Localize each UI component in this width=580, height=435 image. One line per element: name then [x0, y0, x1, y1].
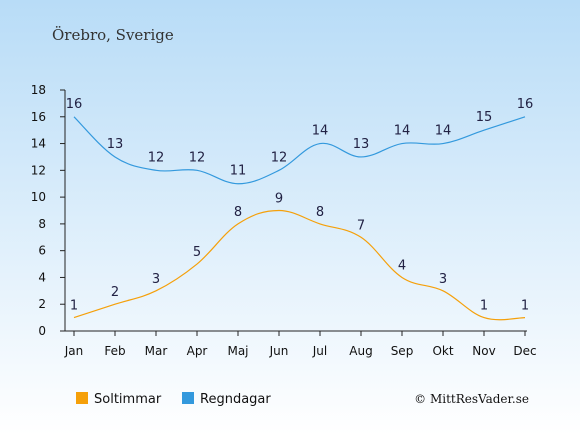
data-label-soltimmar: 5 [193, 245, 201, 260]
y-tick-label: 12 [31, 163, 46, 177]
data-label-soltimmar: 4 [398, 258, 406, 273]
series-line-soltimmar [73, 209, 526, 321]
data-label-soltimmar: 1 [521, 299, 529, 314]
y-tick-group: 0 2 4 6 8 10 12 14 16 18 [31, 83, 65, 338]
data-label-regndagar: 14 [435, 124, 452, 139]
data-label-regndagar: 16 [517, 97, 534, 112]
legend-label-regndagar: Regndagar [200, 392, 271, 407]
legend-swatch-regndagar [182, 392, 194, 404]
y-tick-label: 14 [31, 137, 46, 151]
data-label-soltimmar: 1 [480, 299, 488, 314]
data-label-soltimmar: 3 [152, 272, 160, 287]
x-tick-label: Nov [472, 344, 495, 358]
legend-swatch-soltimmar [76, 392, 88, 404]
series-lines [73, 116, 526, 321]
x-tick-label: Feb [104, 344, 125, 358]
y-tick-label: 8 [38, 217, 46, 231]
x-tick-label: Maj [227, 344, 248, 358]
data-label-regndagar: 14 [312, 124, 329, 139]
x-tick-label: Jul [312, 344, 327, 358]
y-tick-label: 0 [38, 324, 46, 338]
data-label-regndagar: 13 [353, 137, 370, 152]
data-label-regndagar: 16 [66, 97, 83, 112]
y-tick-label: 18 [31, 83, 46, 97]
x-tick-label: Mar [145, 344, 168, 358]
x-tick-label: Jan [64, 344, 84, 358]
y-tick-label: 6 [38, 244, 46, 258]
x-tick-label: Apr [187, 344, 208, 358]
data-label-soltimmar: 1 [70, 299, 78, 314]
x-tick-label: Aug [349, 344, 372, 358]
y-tick-label: 10 [31, 190, 46, 204]
x-tick-group: Jan Feb Mar Apr Maj Jun Jul Aug Sep Okt Nov Dec [64, 331, 537, 358]
x-tick-label: Dec [513, 344, 536, 358]
data-label-regndagar: 13 [107, 137, 124, 152]
credit-text: © MittResVader.se [414, 392, 529, 406]
data-label-regndagar: 12 [189, 150, 206, 165]
data-label-soltimmar: 8 [316, 205, 324, 220]
data-label-soltimmar: 2 [111, 285, 119, 300]
y-tick-label: 2 [38, 297, 46, 311]
legend-label-soltimmar: Soltimmar [94, 392, 162, 407]
data-label-regndagar: 14 [394, 124, 411, 139]
data-label-regndagar: 12 [148, 150, 165, 165]
series-line-regndagar [73, 116, 526, 185]
legend: Soltimmar Regndagar [76, 392, 271, 407]
y-tick-label: 4 [38, 270, 46, 284]
chart-title: Örebro, Sverige [52, 26, 174, 44]
data-label-soltimmar: 9 [275, 192, 283, 207]
data-label-soltimmar: 8 [234, 205, 242, 220]
x-tick-label: Jun [269, 344, 289, 358]
x-tick-label: Sep [391, 344, 414, 358]
data-label-regndagar: 15 [476, 110, 493, 125]
data-label-regndagar: 11 [230, 164, 247, 179]
data-label-soltimmar: 3 [439, 272, 447, 287]
x-tick-label: Okt [432, 344, 453, 358]
data-label-soltimmar: 7 [357, 218, 365, 233]
data-label-regndagar: 12 [271, 150, 288, 165]
y-tick-label: 16 [31, 110, 46, 124]
